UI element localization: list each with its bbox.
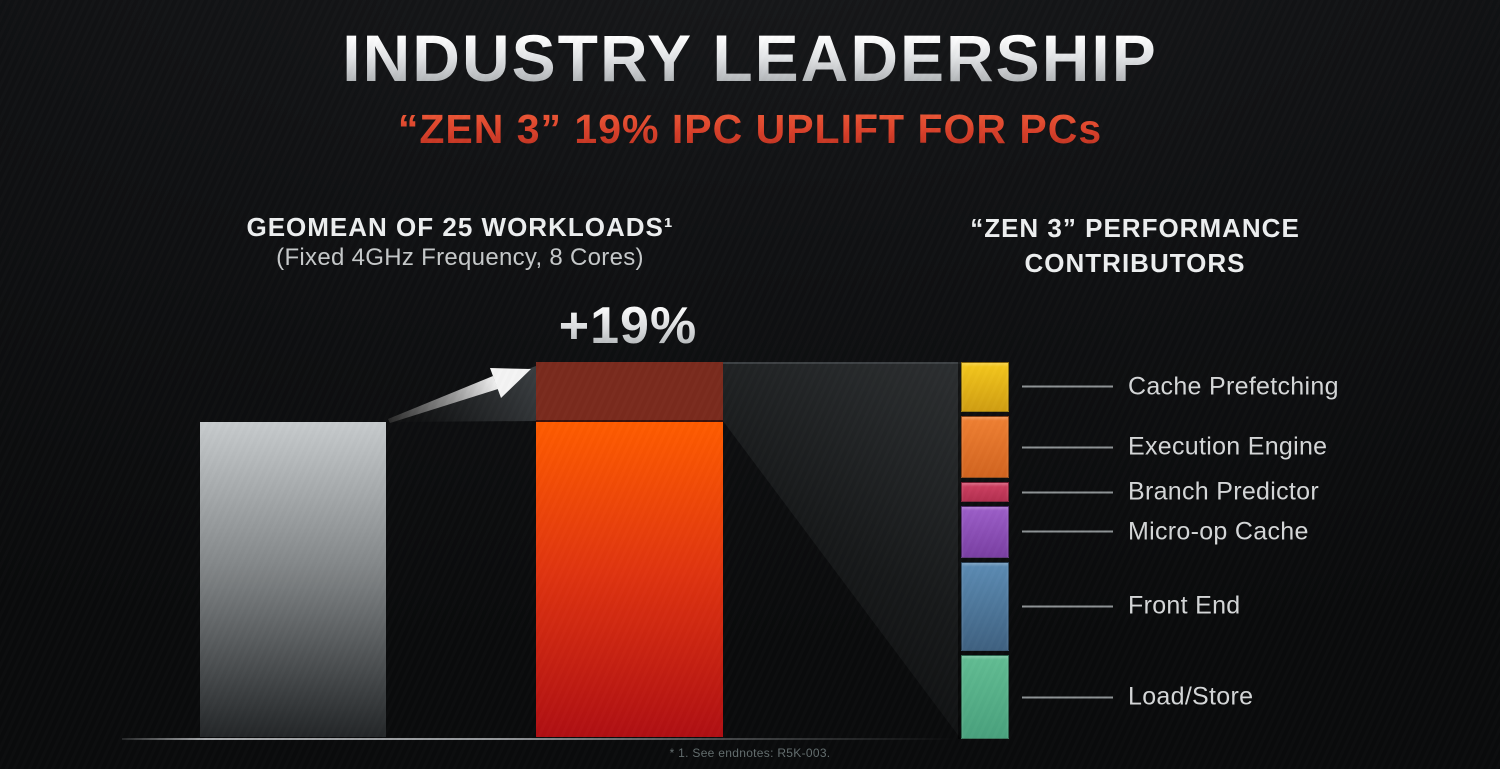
legend-connector-line: [1022, 385, 1113, 388]
legend-row: Load/Store: [1022, 683, 1253, 712]
right-chart-heading-line1: “ZEN 3” PERFORMANCE: [970, 213, 1300, 243]
contributor-segment-micro-op-cache: [961, 506, 1009, 558]
legend-connector-line: [1022, 605, 1113, 608]
legend-row: Execution Engine: [1022, 433, 1327, 462]
legend-label: Cache Prefetching: [1128, 372, 1339, 401]
legend-connector-line: [1022, 491, 1113, 494]
legend-connector-line: [1022, 530, 1113, 533]
expansion-funnel: [723, 362, 961, 739]
uplift-annotation: +19%: [558, 297, 698, 355]
growth-arrow-tail: [388, 376, 498, 423]
legend-label: Execution Engine: [1128, 432, 1328, 461]
left-chart-subheading: (Fixed 4GHz Frequency, 8 Cores): [276, 244, 644, 271]
legend-connector-line: [1022, 696, 1113, 699]
baseline-axis: [122, 738, 955, 740]
legend-label: Branch Predictor: [1128, 477, 1319, 506]
uplift-delta-segment: [536, 361, 723, 422]
growth-arrow-head: [490, 368, 531, 398]
legend-connector-line: [1022, 446, 1113, 449]
contributor-segment-front-end: [961, 561, 1009, 652]
footnote: * 1. See endnotes: R5K-003.: [669, 746, 831, 760]
uplift-bar: [536, 422, 723, 737]
contributor-segment-branch-predictor: [961, 482, 1009, 503]
legend-label: Micro-op Cache: [1128, 517, 1309, 546]
legend-row: Branch Predictor: [1022, 478, 1319, 507]
legend-row: Cache Prefetching: [1022, 372, 1339, 401]
legend-row: Micro-op Cache: [1022, 517, 1309, 546]
contributors-bar: [961, 362, 1009, 739]
page-subtitle: “ZEN 3” 19% IPC UPLIFT FOR PCs: [0, 106, 1500, 153]
right-chart-heading: “ZEN 3” PERFORMANCE CONTRIBUTORS: [935, 211, 1335, 281]
legend-label: Front End: [1128, 591, 1241, 620]
contributor-segment-cache-prefetching: [961, 362, 1009, 412]
baseline-bar: [200, 422, 386, 737]
contributor-segment-execution-engine: [961, 415, 1009, 479]
right-chart-heading-line2: CONTRIBUTORS: [1024, 248, 1246, 278]
page-title: INDUSTRY LEADERSHIP: [0, 23, 1500, 93]
left-chart-heading: GEOMEAN OF 25 WORKLOADS¹: [246, 212, 674, 242]
legend-row: Front End: [1022, 592, 1240, 621]
legend-label: Load/Store: [1128, 682, 1254, 711]
contributor-segment-load-store: [961, 655, 1009, 739]
